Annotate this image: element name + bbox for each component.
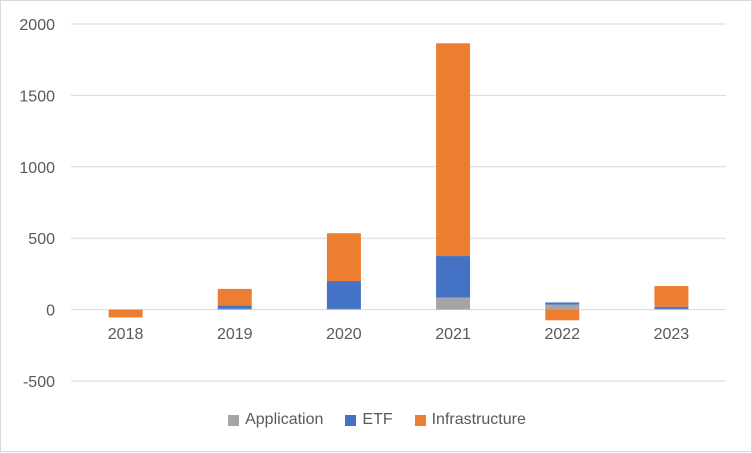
x-tick-label: 2022 (544, 326, 580, 343)
bar-etf-2021 (436, 256, 471, 298)
y-tick-label: -500 (23, 374, 55, 391)
legend: Application ETF Infrastructure (1, 411, 752, 429)
y-tick-label: 1500 (19, 88, 55, 105)
bar-infrastructure-2023 (654, 286, 689, 307)
y-tick-label: 1000 (19, 160, 55, 177)
bar-application-2019 (217, 308, 252, 310)
x-tick-label: 2019 (217, 326, 253, 343)
legend-label: Infrastructure (431, 411, 526, 428)
x-tick-label: 2020 (326, 326, 362, 343)
legend-label: Application (245, 411, 324, 428)
legend-item-infrastructure: Infrastructure (414, 411, 526, 429)
bar-infrastructure-2018 (108, 309, 143, 318)
bar-etf-2022 (545, 302, 580, 305)
y-tick-label: 2000 (19, 17, 55, 34)
bar-etf-2020 (326, 281, 361, 309)
bar-application-2020 (326, 308, 361, 310)
y-tick-label: 500 (28, 231, 55, 248)
x-tick-label: 2018 (108, 326, 144, 343)
bar-infrastructure-2020 (326, 233, 361, 282)
bar-etf-2023 (654, 306, 689, 309)
bar-infrastructure-2019 (217, 288, 252, 306)
bar-infrastructure-2021 (436, 43, 471, 257)
legend-item-application: Application (228, 411, 323, 429)
legend-label: ETF (362, 411, 393, 428)
bar-application-2023 (654, 308, 689, 310)
x-tick-label: 2023 (654, 326, 690, 343)
legend-swatch (345, 414, 357, 426)
bar-infrastructure-2022 (545, 309, 580, 321)
y-tick-label: 0 (46, 303, 55, 320)
legend-item-etf: ETF (345, 411, 393, 429)
x-tick-label: 2021 (435, 326, 471, 343)
legend-swatch (228, 414, 240, 426)
bar-application-2021 (436, 297, 471, 310)
bar-application-2022 (545, 304, 580, 310)
bar-etf-2019 (217, 305, 252, 309)
legend-swatch (414, 414, 426, 426)
